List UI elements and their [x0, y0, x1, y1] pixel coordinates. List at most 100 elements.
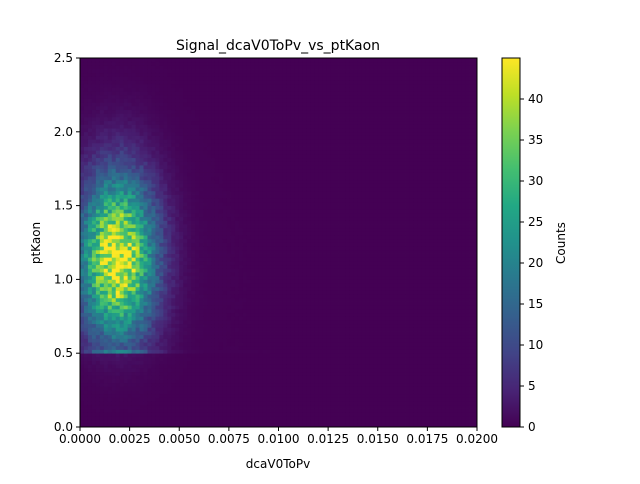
- heatmap-cell: [250, 124, 256, 129]
- heatmap-cell: [143, 264, 148, 269]
- heatmap-cell: [262, 205, 267, 210]
- heatmap-cell: [107, 209, 113, 214]
- heatmap-cell: [123, 279, 129, 284]
- heatmap-cell: [99, 412, 105, 417]
- heatmap-cell: [107, 323, 113, 328]
- heatmap-cell: [143, 212, 148, 218]
- heatmap-cell: [163, 87, 168, 92]
- heatmap-cell: [167, 371, 172, 376]
- heatmap-cell: [254, 290, 260, 295]
- heatmap-cell: [175, 102, 180, 107]
- heatmap-cell: [163, 183, 168, 188]
- heatmap-cell: [131, 172, 136, 177]
- heatmap-cell: [270, 98, 275, 103]
- heatmap-cell: [107, 146, 113, 151]
- heatmap-cell: [254, 249, 260, 254]
- heatmap-cell: [155, 275, 160, 280]
- heatmap-cell: [195, 165, 200, 170]
- heatmap-cell: [234, 272, 240, 277]
- heatmap-cell: [274, 205, 279, 210]
- heatmap-cell: [274, 353, 279, 358]
- heatmap-cell: [214, 109, 220, 114]
- heatmap-cell: [151, 220, 156, 225]
- heatmap-cell: [155, 183, 160, 188]
- heatmap-cell: [250, 308, 256, 314]
- heatmap-cell: [211, 360, 216, 365]
- heatmap-cell: [171, 94, 176, 99]
- heatmap-cell: [111, 246, 117, 251]
- heatmap-cell: [139, 131, 144, 136]
- heatmap-cell: [123, 153, 129, 159]
- heatmap-cell: [211, 327, 216, 332]
- heatmap-cell: [131, 364, 136, 369]
- heatmap-cell: [167, 94, 172, 99]
- heatmap-cell: [151, 205, 156, 210]
- heatmap-cell: [179, 212, 184, 218]
- heatmap-cell: [111, 260, 117, 266]
- heatmap-cell: [199, 69, 204, 74]
- heatmap-cell: [258, 268, 264, 273]
- heatmap-cell: [218, 69, 224, 74]
- heatmap-cell: [91, 364, 97, 369]
- heatmap-cell: [222, 404, 228, 409]
- heatmap-cell: [127, 65, 133, 70]
- heatmap-cell: [183, 120, 188, 125]
- heatmap-cell: [171, 168, 176, 173]
- heatmap-cell: [87, 356, 93, 361]
- heatmap-cell: [175, 172, 180, 177]
- heatmap-cell: [111, 327, 117, 332]
- heatmap-cell: [254, 286, 260, 291]
- heatmap-cell: [127, 404, 133, 409]
- heatmap-cell: [131, 382, 136, 387]
- heatmap-cell: [234, 331, 240, 336]
- heatmap-cell: [95, 235, 101, 240]
- heatmap-cell: [175, 423, 180, 428]
- heatmap-cell: [119, 379, 125, 384]
- heatmap-cell: [107, 382, 113, 387]
- heatmap-cell: [222, 98, 228, 103]
- heatmap-cell: [115, 360, 121, 365]
- heatmap-cell: [135, 209, 140, 214]
- heatmap-cell: [91, 91, 97, 96]
- heatmap-cell: [246, 401, 252, 406]
- heatmap-cell: [274, 98, 279, 103]
- heatmap-cell: [155, 412, 160, 417]
- heatmap-cell: [131, 209, 136, 214]
- heatmap-cell: [91, 415, 97, 421]
- heatmap-cell: [83, 194, 89, 199]
- heatmap-cell: [139, 393, 144, 398]
- heatmap-cell: [250, 105, 256, 111]
- heatmap-cell: [262, 69, 267, 74]
- heatmap-cell: [270, 375, 275, 380]
- heatmap-cell: [183, 327, 188, 332]
- heatmap-cell: [119, 142, 125, 147]
- heatmap-cell: [242, 146, 248, 151]
- heatmap-cell: [218, 135, 224, 140]
- heatmap-cell: [175, 353, 180, 358]
- heatmap-cell: [203, 316, 208, 321]
- heatmap-cell: [163, 308, 168, 314]
- heatmap-cell: [183, 102, 188, 107]
- heatmap-cell: [95, 297, 101, 302]
- heatmap-cell: [115, 172, 121, 177]
- heatmap-cell: [211, 312, 216, 317]
- heatmap-cell: [207, 120, 212, 125]
- heatmap-cell: [218, 231, 224, 236]
- heatmap-cell: [159, 190, 164, 195]
- heatmap-cell: [222, 275, 228, 280]
- heatmap-cell: [222, 216, 228, 221]
- heatmap-cell: [111, 264, 117, 269]
- heatmap-cell: [274, 404, 279, 409]
- heatmap-cell: [262, 345, 267, 350]
- heatmap-cell: [230, 128, 236, 133]
- heatmap-cell: [123, 94, 129, 99]
- heatmap-cell: [91, 227, 97, 232]
- heatmap-cell: [246, 283, 252, 288]
- heatmap-cell: [139, 272, 144, 277]
- heatmap-cell: [159, 87, 164, 92]
- heatmap-cell: [87, 360, 93, 365]
- heatmap-cell: [230, 102, 236, 107]
- heatmap-cell: [91, 109, 97, 114]
- heatmap-cell: [159, 382, 164, 387]
- heatmap-cell: [274, 83, 279, 88]
